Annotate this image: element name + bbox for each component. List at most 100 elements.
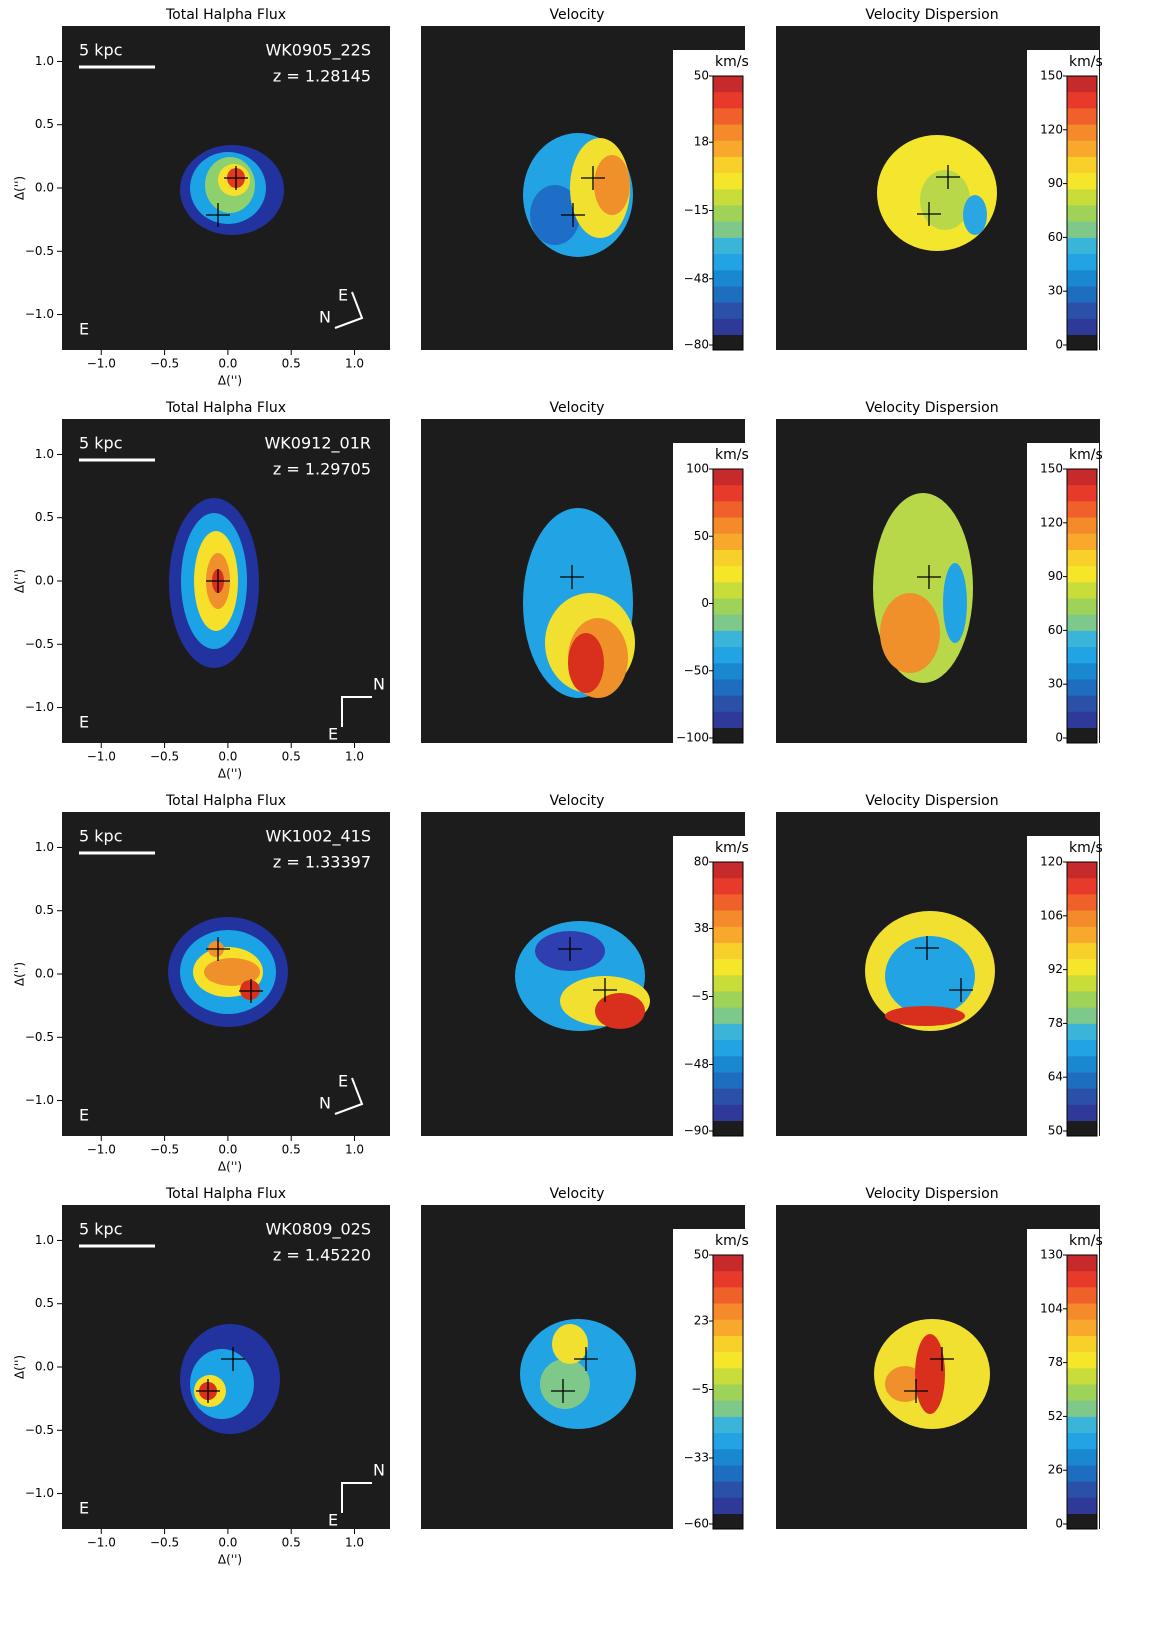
colorbar-band bbox=[1067, 1416, 1097, 1434]
panel: Total Halpha Flux −1.0 −0.5 0.0 0.5 1.0 −1.0 −0… bbox=[13, 7, 390, 388]
panel-title: Velocity bbox=[550, 7, 605, 23]
colorbar-band bbox=[713, 108, 743, 126]
x-tick-label: −0.5 bbox=[150, 357, 179, 371]
colorbar-band bbox=[1067, 695, 1097, 713]
colorbar-tick-label: 18 bbox=[694, 135, 709, 149]
colorbar-band bbox=[713, 1023, 743, 1041]
colorbar-band bbox=[713, 711, 743, 729]
colorbar-band bbox=[1067, 1384, 1097, 1402]
panel-title: Velocity Dispersion bbox=[865, 793, 998, 809]
colorbar-band bbox=[1067, 237, 1097, 255]
scale-label: 5 kpc bbox=[79, 434, 122, 453]
colorbar-frame bbox=[1066, 861, 1098, 1137]
colorbar-band bbox=[713, 663, 743, 680]
emission-region bbox=[240, 980, 260, 1000]
colorbar-band bbox=[713, 76, 743, 93]
compass-n: N bbox=[319, 308, 331, 327]
panel-title: Velocity Dispersion bbox=[865, 1186, 998, 1202]
colorbar-band bbox=[1067, 469, 1097, 486]
colorbar-band bbox=[713, 1104, 743, 1122]
center-cross bbox=[904, 1379, 928, 1403]
colorbar-band bbox=[1067, 1104, 1097, 1122]
colorbar-tick-label: 130 bbox=[1040, 1248, 1063, 1262]
colorbar-tick-label: −50 bbox=[684, 663, 709, 677]
colorbar-floor bbox=[713, 1514, 743, 1529]
colorbar-tick-label: 0 bbox=[1055, 1517, 1063, 1531]
compass-n: N bbox=[319, 1094, 331, 1113]
center-cross bbox=[196, 1379, 220, 1403]
panel-title: Velocity Dispersion bbox=[865, 7, 998, 23]
x-tick-label: −0.5 bbox=[150, 750, 179, 764]
center-cross bbox=[239, 979, 263, 1003]
colorbar-band bbox=[1067, 76, 1097, 93]
colorbar-tick-label: −33 bbox=[684, 1450, 709, 1464]
colorbar-tick-label: 23 bbox=[694, 1314, 709, 1328]
colorbar-band bbox=[1067, 614, 1097, 632]
colorbar-tick-label: 78 bbox=[1048, 1016, 1063, 1030]
colorbar-frame bbox=[1066, 468, 1098, 744]
x-tick-label: 0.5 bbox=[282, 1143, 301, 1157]
x-tick-label: 1.0 bbox=[345, 1143, 364, 1157]
compass bbox=[341, 1482, 372, 1513]
colorbar-band bbox=[1067, 1088, 1097, 1106]
emission-region bbox=[920, 170, 970, 230]
colorbar-band bbox=[1067, 1400, 1097, 1418]
panel-title: Velocity bbox=[550, 400, 605, 416]
colorbar-band bbox=[1067, 549, 1097, 567]
colorbar-band bbox=[713, 173, 743, 190]
emission-region bbox=[595, 993, 645, 1029]
x-tick-label: 0.0 bbox=[218, 357, 237, 371]
redshift: z = 1.33397 bbox=[273, 853, 371, 872]
center-cross bbox=[917, 202, 941, 226]
panel-title: Total Halpha Flux bbox=[165, 400, 286, 416]
emission-region bbox=[594, 155, 630, 215]
colorbar-tick-label: 50 bbox=[694, 529, 709, 543]
emission-region bbox=[540, 1359, 590, 1409]
colorbar-band bbox=[713, 630, 743, 648]
colorbar-band bbox=[713, 318, 743, 336]
x-tick-label: −1.0 bbox=[87, 1143, 116, 1157]
colorbar-label: km/s bbox=[715, 840, 749, 856]
colorbar-band bbox=[713, 975, 743, 992]
panel-title: Velocity bbox=[550, 793, 605, 809]
y-axis-label: Δ('') bbox=[13, 1355, 27, 1379]
y-tick-label: 1.0 bbox=[35, 1233, 54, 1247]
y-axis-label: Δ('') bbox=[13, 176, 27, 200]
center-cross bbox=[206, 569, 230, 593]
panel: Velocity km/s 100 50 0 −50 −100 bbox=[421, 400, 749, 745]
y-tick-label: 0.5 bbox=[35, 510, 54, 524]
colorbar-band bbox=[713, 189, 743, 206]
panel: Velocity Dispersion km/s 120 106 92 78 64 50 bbox=[776, 793, 1103, 1138]
colorbar-frame bbox=[1066, 75, 1098, 351]
panel: Velocity Dispersion km/s 150 120 90 60 30 0 bbox=[776, 400, 1103, 745]
x-tick-label: −0.5 bbox=[150, 1536, 179, 1550]
colorbar-band bbox=[713, 1368, 743, 1385]
colorbar-band bbox=[713, 1040, 743, 1057]
colorbar-label: km/s bbox=[715, 54, 749, 70]
colorbar-tick-label: −48 bbox=[684, 271, 709, 285]
colorbar-band bbox=[1067, 318, 1097, 336]
colorbar-band bbox=[1067, 1040, 1097, 1057]
panel: Total Halpha Flux −1.0 −0.5 0.0 0.5 1.0 −1.0 −0… bbox=[13, 793, 390, 1174]
colorbar-band bbox=[1067, 302, 1097, 320]
galaxy-name: WK0912_01R bbox=[264, 434, 371, 454]
center-cross bbox=[206, 937, 230, 961]
colorbar-band bbox=[1067, 862, 1097, 879]
colorbar-band bbox=[713, 140, 743, 158]
colorbar-band bbox=[713, 1465, 743, 1483]
colorbar-band bbox=[713, 1255, 743, 1272]
center-cross bbox=[574, 1347, 598, 1371]
colorbar-band bbox=[1067, 533, 1097, 551]
colorbar-band bbox=[1067, 647, 1097, 664]
colorbar-tick-label: 30 bbox=[1048, 677, 1063, 691]
colorbar-band bbox=[713, 1287, 743, 1305]
colorbar-band bbox=[713, 156, 743, 174]
colorbar-band bbox=[713, 286, 743, 304]
colorbar-band bbox=[713, 1481, 743, 1499]
corner-label: E bbox=[79, 1106, 89, 1125]
x-tick-label: 0.5 bbox=[282, 1536, 301, 1550]
colorbar-band bbox=[1067, 975, 1097, 992]
colorbar-band bbox=[713, 614, 743, 632]
colorbar-band bbox=[1067, 566, 1097, 583]
colorbar-band bbox=[713, 1056, 743, 1073]
